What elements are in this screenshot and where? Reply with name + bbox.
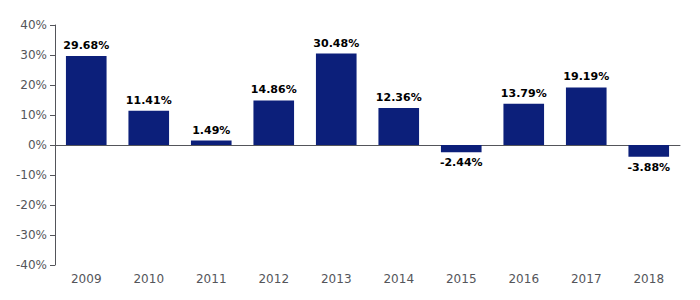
svg-text:-3.88%: -3.88% [627, 161, 670, 174]
svg-text:2017: 2017 [571, 272, 602, 286]
svg-text:-30%: -30% [16, 228, 47, 242]
svg-text:-10%: -10% [16, 168, 47, 182]
svg-text:20%: 20% [20, 78, 47, 92]
svg-text:2011: 2011 [196, 272, 227, 286]
svg-text:-2.44%: -2.44% [440, 156, 483, 169]
svg-text:2015: 2015 [446, 272, 477, 286]
svg-text:40%: 40% [20, 18, 47, 32]
svg-text:10%: 10% [20, 108, 47, 122]
svg-text:12.36%: 12.36% [376, 91, 422, 104]
svg-text:11.41%: 11.41% [126, 94, 172, 107]
svg-text:2009: 2009 [71, 272, 102, 286]
svg-text:29.68%: 29.68% [63, 39, 109, 52]
svg-text:13.79%: 13.79% [501, 87, 547, 100]
svg-text:2018: 2018 [633, 272, 664, 286]
svg-text:1.49%: 1.49% [192, 124, 230, 137]
svg-text:30%: 30% [20, 48, 47, 62]
svg-text:-40%: -40% [16, 258, 47, 272]
svg-text:2010: 2010 [133, 272, 164, 286]
svg-text:-20%: -20% [16, 198, 47, 212]
svg-text:2014: 2014 [383, 272, 414, 286]
svg-text:14.86%: 14.86% [251, 83, 297, 96]
svg-text:30.48%: 30.48% [313, 37, 359, 50]
svg-text:2013: 2013 [321, 272, 352, 286]
svg-text:0%: 0% [28, 138, 47, 152]
svg-text:2012: 2012 [258, 272, 289, 286]
svg-text:19.19%: 19.19% [563, 70, 609, 83]
svg-text:2016: 2016 [508, 272, 539, 286]
